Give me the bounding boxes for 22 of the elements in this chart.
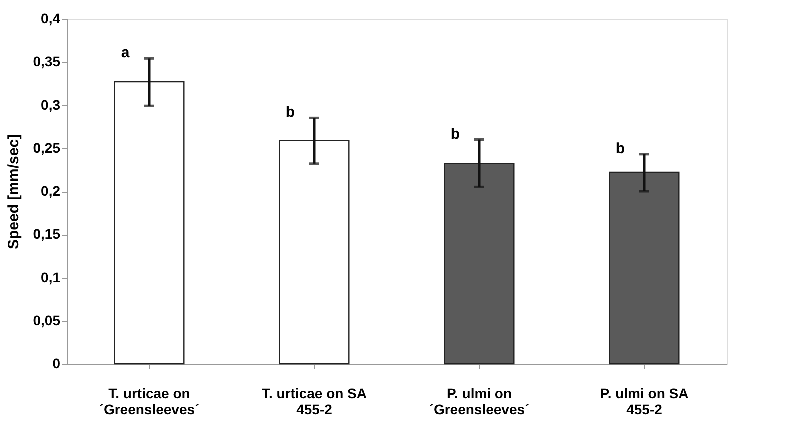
y-tick-label: 0,1: [41, 269, 61, 286]
annotation: b: [450, 126, 460, 143]
x-tick-label: T. urticae on ´Greensleeves´: [99, 386, 200, 418]
y-tick-label: 0,35: [33, 54, 61, 70]
y-tick-label: 0,05: [33, 312, 61, 328]
y-axis-title: Speed [mm/sec]: [5, 134, 22, 250]
x-tick-label: P. ulmi on ´Greensleeves´: [429, 386, 530, 418]
bar: [279, 140, 350, 365]
bar: [609, 172, 680, 365]
y-tick-label: 0,2: [41, 183, 61, 199]
y-tick-label: 0,25: [33, 140, 61, 156]
y-tick-label: 0: [52, 356, 61, 372]
y-tick-label: 0,15: [33, 226, 61, 242]
y-tick-label: 0,3: [41, 96, 61, 113]
y-tick-label: 0,4: [41, 10, 61, 26]
annotation: b: [286, 104, 296, 122]
bar: [444, 163, 515, 365]
x-tick-label: T. urticae on SA 455-2: [262, 386, 368, 418]
bar: [114, 81, 185, 365]
annotation: a: [121, 44, 130, 62]
annotation: b: [616, 140, 626, 158]
x-tick-label: P. ulmi on SA 455-2: [600, 386, 689, 418]
